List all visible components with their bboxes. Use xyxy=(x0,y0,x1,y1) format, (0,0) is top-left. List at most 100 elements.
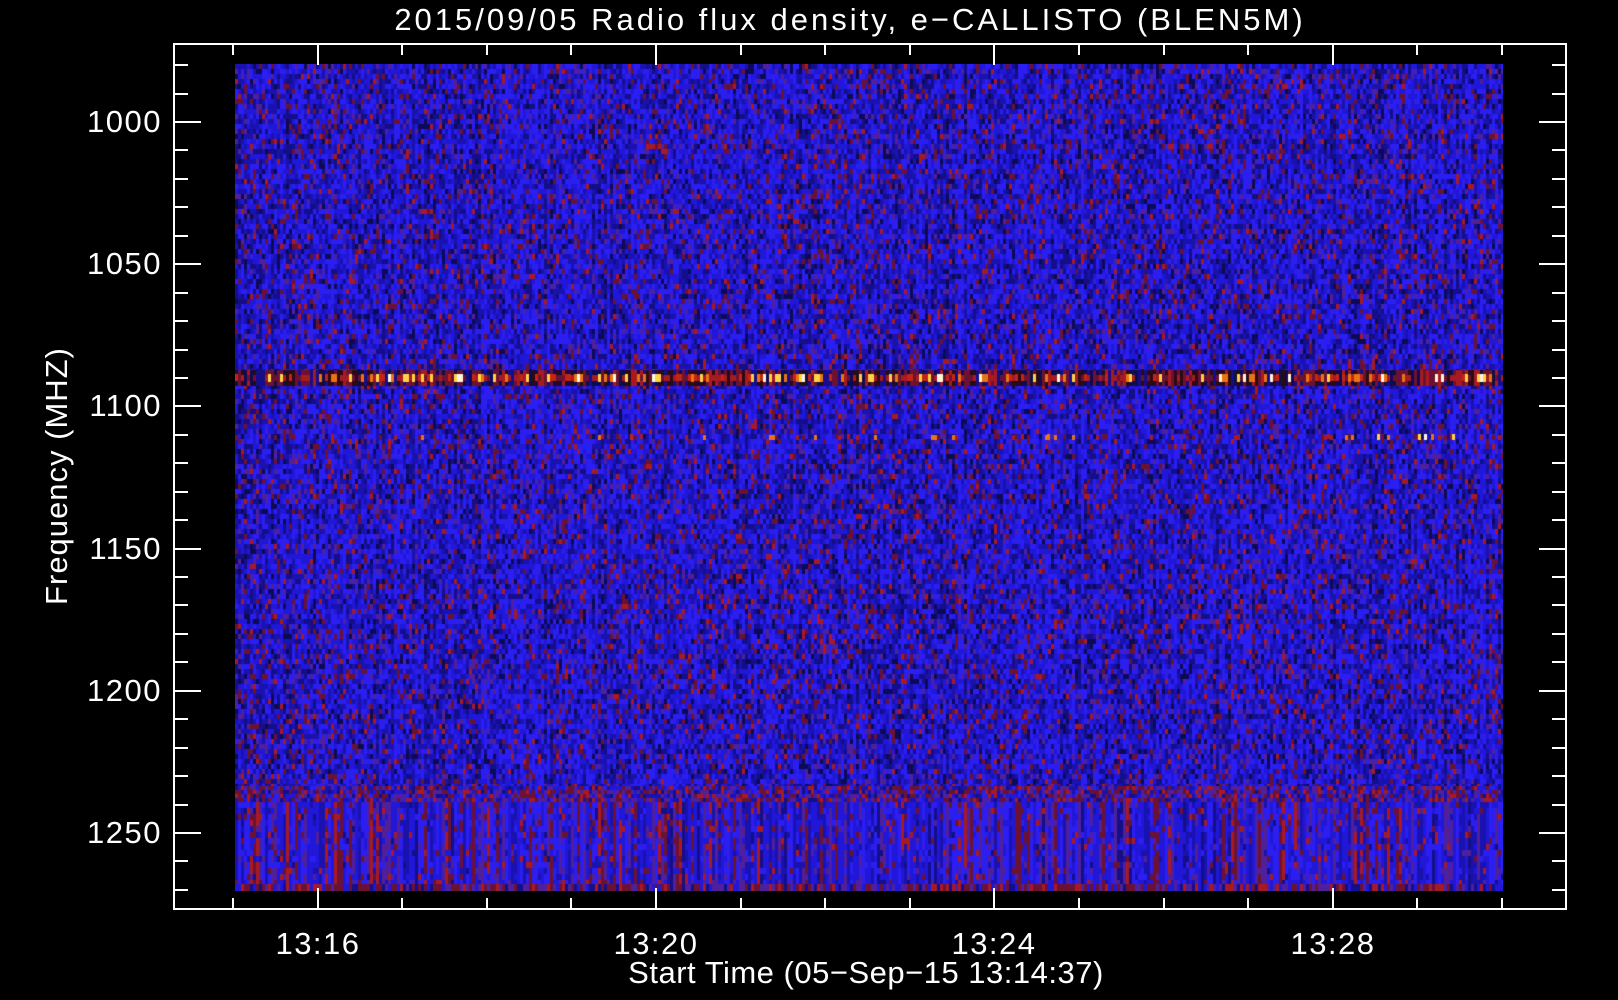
y-minor-tick xyxy=(175,860,188,862)
x-major-tick xyxy=(1332,45,1334,65)
y-tick-label: 1200 xyxy=(87,673,162,708)
y-major-tick xyxy=(175,690,201,692)
y-minor-tick xyxy=(175,889,188,891)
x-tick-label: 13:24 xyxy=(951,926,1037,961)
y-major-tick xyxy=(175,121,201,123)
x-major-tick xyxy=(1332,888,1334,908)
y-minor-tick xyxy=(175,349,188,351)
y-minor-tick xyxy=(1552,434,1565,436)
y-major-tick xyxy=(175,832,201,834)
x-minor-tick xyxy=(1416,45,1418,55)
x-minor-tick xyxy=(1078,898,1080,908)
y-minor-tick xyxy=(1552,519,1565,521)
x-minor-tick xyxy=(232,898,234,908)
y-minor-tick xyxy=(175,178,188,180)
y-minor-tick xyxy=(1552,206,1565,208)
y-minor-tick xyxy=(1552,661,1565,663)
x-minor-tick xyxy=(486,45,488,55)
x-minor-tick xyxy=(401,45,403,55)
y-major-tick xyxy=(1539,690,1565,692)
y-minor-tick xyxy=(1552,576,1565,578)
y-tick-label: 1250 xyxy=(87,815,162,850)
y-minor-tick xyxy=(175,462,188,464)
x-minor-tick xyxy=(570,45,572,55)
x-minor-tick xyxy=(1163,45,1165,55)
x-minor-tick xyxy=(740,45,742,55)
y-minor-tick xyxy=(1552,178,1565,180)
y-minor-tick xyxy=(1552,604,1565,606)
y-minor-tick xyxy=(175,633,188,635)
y-major-tick xyxy=(1539,405,1565,407)
x-major-tick xyxy=(317,45,319,65)
y-minor-tick xyxy=(175,235,188,237)
x-minor-tick xyxy=(1416,898,1418,908)
y-minor-tick xyxy=(1552,93,1565,95)
y-minor-tick xyxy=(175,491,188,493)
y-minor-tick xyxy=(175,149,188,151)
y-minor-tick xyxy=(175,775,188,777)
x-minor-tick xyxy=(1247,898,1249,908)
y-minor-tick xyxy=(175,604,188,606)
y-minor-tick xyxy=(1552,718,1565,720)
y-minor-tick xyxy=(175,661,188,663)
y-minor-tick xyxy=(1552,775,1565,777)
y-minor-tick xyxy=(175,93,188,95)
y-major-tick xyxy=(175,548,201,550)
y-minor-tick xyxy=(1552,462,1565,464)
x-minor-tick xyxy=(909,898,911,908)
y-tick-label: 1100 xyxy=(89,388,162,423)
y-minor-tick xyxy=(1552,292,1565,294)
x-major-tick xyxy=(993,888,995,908)
y-minor-tick xyxy=(1552,491,1565,493)
y-tick-label: 1150 xyxy=(89,531,162,566)
x-minor-tick xyxy=(1501,45,1503,55)
x-minor-tick xyxy=(1163,898,1165,908)
y-tick-label: 1050 xyxy=(87,246,162,281)
x-minor-tick xyxy=(740,898,742,908)
y-minor-tick xyxy=(1552,860,1565,862)
x-minor-tick xyxy=(486,898,488,908)
y-major-tick xyxy=(175,263,201,265)
x-minor-tick xyxy=(570,898,572,908)
x-tick-label: 13:28 xyxy=(1290,926,1376,961)
y-minor-tick xyxy=(175,718,188,720)
spectrogram-image xyxy=(235,64,1503,891)
plot-frame xyxy=(173,43,1567,910)
x-minor-tick xyxy=(824,898,826,908)
x-major-tick xyxy=(655,45,657,65)
y-major-tick xyxy=(1539,548,1565,550)
y-minor-tick xyxy=(175,434,188,436)
y-minor-tick xyxy=(1552,64,1565,66)
x-minor-tick xyxy=(1078,45,1080,55)
x-minor-tick xyxy=(232,45,234,55)
y-minor-tick xyxy=(175,206,188,208)
y-minor-tick xyxy=(1552,349,1565,351)
y-minor-tick xyxy=(1552,320,1565,322)
x-major-tick xyxy=(993,45,995,65)
y-minor-tick xyxy=(1552,235,1565,237)
y-major-tick xyxy=(1539,263,1565,265)
x-major-tick xyxy=(317,888,319,908)
x-minor-tick xyxy=(1247,45,1249,55)
x-minor-tick xyxy=(1501,898,1503,908)
y-minor-tick xyxy=(175,292,188,294)
y-tick-label: 1000 xyxy=(87,104,162,139)
x-minor-tick xyxy=(824,45,826,55)
x-minor-tick xyxy=(909,45,911,55)
chart-title: 2015/09/05 Radio flux density, e−CALLIST… xyxy=(394,2,1306,37)
x-minor-tick xyxy=(401,898,403,908)
y-minor-tick xyxy=(1552,377,1565,379)
y-minor-tick xyxy=(1552,747,1565,749)
y-minor-tick xyxy=(1552,804,1565,806)
y-minor-tick xyxy=(1552,889,1565,891)
y-minor-tick xyxy=(175,519,188,521)
y-major-tick xyxy=(175,405,201,407)
y-minor-tick xyxy=(1552,633,1565,635)
x-major-tick xyxy=(655,888,657,908)
y-major-tick xyxy=(1539,832,1565,834)
y-minor-tick xyxy=(1552,149,1565,151)
y-minor-tick xyxy=(175,320,188,322)
y-minor-tick xyxy=(175,64,188,66)
y-major-tick xyxy=(1539,121,1565,123)
